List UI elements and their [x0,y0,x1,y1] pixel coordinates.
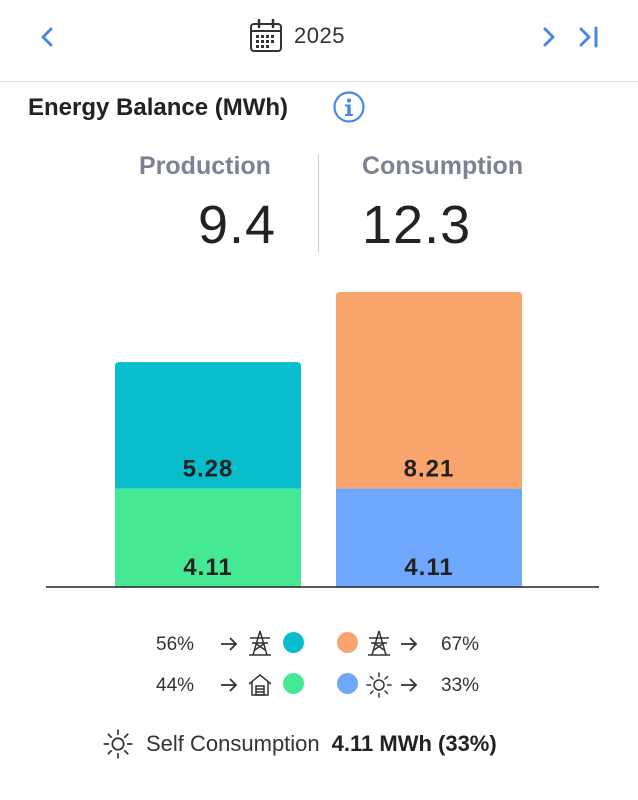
self-use-color-dot [283,673,304,694]
consumption-label: Consumption [362,152,524,180]
solar-consumption-percent: 33% [441,675,480,696]
grid-consumption-percent: 67% [441,634,480,655]
info-icon[interactable] [332,90,366,124]
sun-icon [103,729,133,759]
consumption-bar-top [336,292,522,489]
production-bar-top [115,362,301,489]
section-header: Energy Balance (MWh) [28,90,365,126]
solar-consumption-color-dot [337,673,358,694]
house-icon [248,674,272,696]
self-consumption-value: 4.11 MWh (33%) [331,731,497,756]
chevron-left-icon [41,27,53,47]
transmission-tower-icon [249,630,271,656]
arrow-right-icon [401,637,418,651]
arrow-right-icon [221,678,238,692]
legend: 56% 67% 44% [0,625,638,705]
arrow-right-icon [401,678,418,692]
totals-divider [318,154,319,252]
production-bar-base [115,488,301,587]
totals: Production 9.4 Consumption 12.3 [0,152,638,262]
energy-balance-chart: 4.11 5.28 4.11 8.21 [46,292,599,588]
year-label: 2025 [294,23,345,48]
feed-in-color-dot [283,632,304,653]
production-bar-base-label: 4.11 [183,554,232,581]
top-bar: 2025 [0,0,638,82]
year-selector[interactable]: 2025 [248,18,345,54]
grid-feed-percent: 56% [156,634,195,655]
consumption-total: 12.3 [362,195,472,255]
sun-icon [366,672,392,698]
production-total: 9.4 [198,195,277,255]
previous-year-button[interactable] [32,22,62,52]
production-bar-top-label: 5.28 [183,456,234,483]
grid-consumption-color-dot [337,632,358,653]
consumption-bar-base [336,488,522,587]
self-use-percent: 44% [156,675,195,696]
arrow-right-icon [221,637,238,651]
production-label: Production [139,152,271,180]
transmission-tower-icon [368,630,390,656]
skip-to-latest-button[interactable] [574,22,604,52]
next-year-button[interactable] [534,22,564,52]
self-consumption-summary: Self Consumption 4.11 MWh (33%) [102,726,497,762]
self-consumption-label: Self Consumption [146,731,320,756]
consumption-bar-base-label: 4.11 [404,554,453,581]
calendar-icon [250,18,282,52]
chevron-right-icon [543,27,555,47]
skip-to-end-icon [579,26,598,48]
section-title: Energy Balance (MWh) [28,94,289,121]
consumption-bar-top-label: 8.21 [404,456,455,483]
